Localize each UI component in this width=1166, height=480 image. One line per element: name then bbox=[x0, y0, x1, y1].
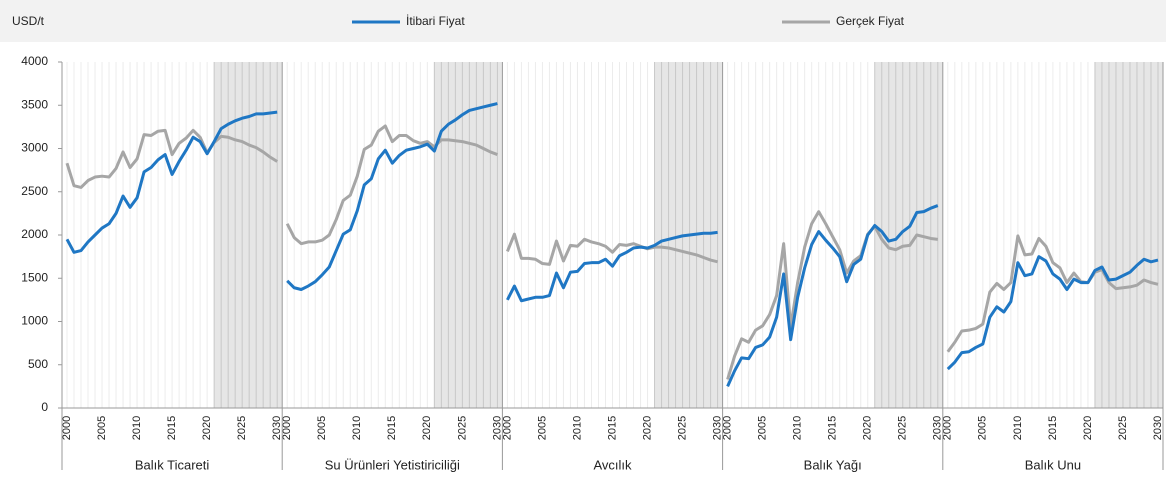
y-tick-label: 1000 bbox=[21, 314, 48, 328]
x-tick-label: 2030 bbox=[932, 416, 944, 440]
x-tick-label: 2010 bbox=[792, 416, 804, 440]
projection-shade bbox=[214, 62, 283, 408]
x-tick-label: 2015 bbox=[606, 416, 618, 440]
x-tick-label: 2000 bbox=[722, 416, 734, 440]
y-tick-label: 1500 bbox=[21, 270, 48, 284]
x-tick-label: 2025 bbox=[236, 416, 248, 440]
x-tick-label: 2005 bbox=[757, 416, 769, 440]
panel-label: Balık Yağı bbox=[804, 457, 862, 472]
x-tick-label: 2000 bbox=[501, 416, 513, 440]
series-line bbox=[65, 128, 278, 189]
series-line bbox=[286, 102, 498, 291]
legend-label: Gerçek Fiyat bbox=[836, 14, 905, 28]
y-tick-label: 3000 bbox=[21, 141, 48, 155]
x-tick-label: 2010 bbox=[571, 416, 583, 440]
x-tick-label: 2000 bbox=[942, 416, 954, 440]
panel-label: Avcılık bbox=[593, 457, 632, 472]
x-tick-label: 2025 bbox=[1117, 416, 1129, 440]
x-tick-label: 2020 bbox=[1082, 416, 1094, 440]
x-tick-label: 2020 bbox=[201, 416, 213, 440]
series-line bbox=[506, 232, 718, 266]
legend: İtibari Fiyat Gerçek Fiyat bbox=[352, 14, 905, 28]
x-tick-label: 2025 bbox=[456, 416, 468, 440]
legend-band bbox=[0, 0, 1166, 42]
x-tick-label: 2030 bbox=[491, 416, 503, 440]
series-line bbox=[285, 124, 498, 246]
x-tick-label: 2005 bbox=[977, 416, 989, 440]
y-axis-label: USD/t bbox=[12, 14, 45, 28]
x-tick-label: 2015 bbox=[827, 416, 839, 440]
plot: 2000 2005 2010 2015 2020 2025 2030 Balık Ticare… bbox=[21, 54, 1164, 472]
y-tick-label: 0 bbox=[41, 400, 48, 414]
panel-label: Balık Ticareti bbox=[135, 457, 210, 472]
x-tick-label: 2010 bbox=[131, 416, 143, 440]
y-tick-label: 3500 bbox=[21, 97, 48, 111]
x-tick-label: 2030 bbox=[1152, 416, 1164, 440]
x-tick-label: 2005 bbox=[316, 416, 328, 440]
y-tick-label: 2500 bbox=[21, 184, 48, 198]
x-tick-label: 2000 bbox=[281, 416, 293, 440]
x-tick-label: 2005 bbox=[536, 416, 548, 440]
x-tick-label: 2015 bbox=[1047, 416, 1059, 440]
y-tick-label: 4000 bbox=[21, 54, 48, 68]
y-tick-label: 2000 bbox=[21, 227, 48, 241]
x-tick-label: 2020 bbox=[421, 416, 433, 440]
series-line bbox=[506, 230, 718, 303]
x-tick-label: 2025 bbox=[676, 416, 688, 440]
panel-label: Balık Unu bbox=[1025, 457, 1081, 472]
y-tick-label: 500 bbox=[28, 357, 48, 371]
x-tick-label: 2015 bbox=[166, 416, 178, 440]
panel-label: Su Ürünleri Yetistiriciliği bbox=[325, 457, 460, 472]
projection-shade bbox=[434, 62, 503, 408]
x-tick-label: 2000 bbox=[61, 416, 73, 440]
series-line bbox=[946, 255, 1159, 371]
x-tick-label: 2015 bbox=[386, 416, 398, 440]
x-tick-label: 2030 bbox=[271, 416, 283, 440]
series-line bbox=[726, 204, 939, 387]
x-tick-label: 2005 bbox=[96, 416, 108, 440]
x-tick-label: 2020 bbox=[641, 416, 653, 440]
series-line bbox=[65, 110, 278, 254]
x-tick-label: 2030 bbox=[712, 416, 724, 440]
x-tick-label: 2010 bbox=[1012, 416, 1024, 440]
series-line bbox=[726, 210, 938, 380]
x-tick-label: 2010 bbox=[351, 416, 363, 440]
x-tick-label: 2025 bbox=[897, 416, 909, 440]
series-line bbox=[946, 234, 1159, 353]
x-tick-label: 2020 bbox=[862, 416, 874, 440]
legend-label: İtibari Fiyat bbox=[406, 14, 465, 28]
projection-shade bbox=[1094, 62, 1163, 408]
